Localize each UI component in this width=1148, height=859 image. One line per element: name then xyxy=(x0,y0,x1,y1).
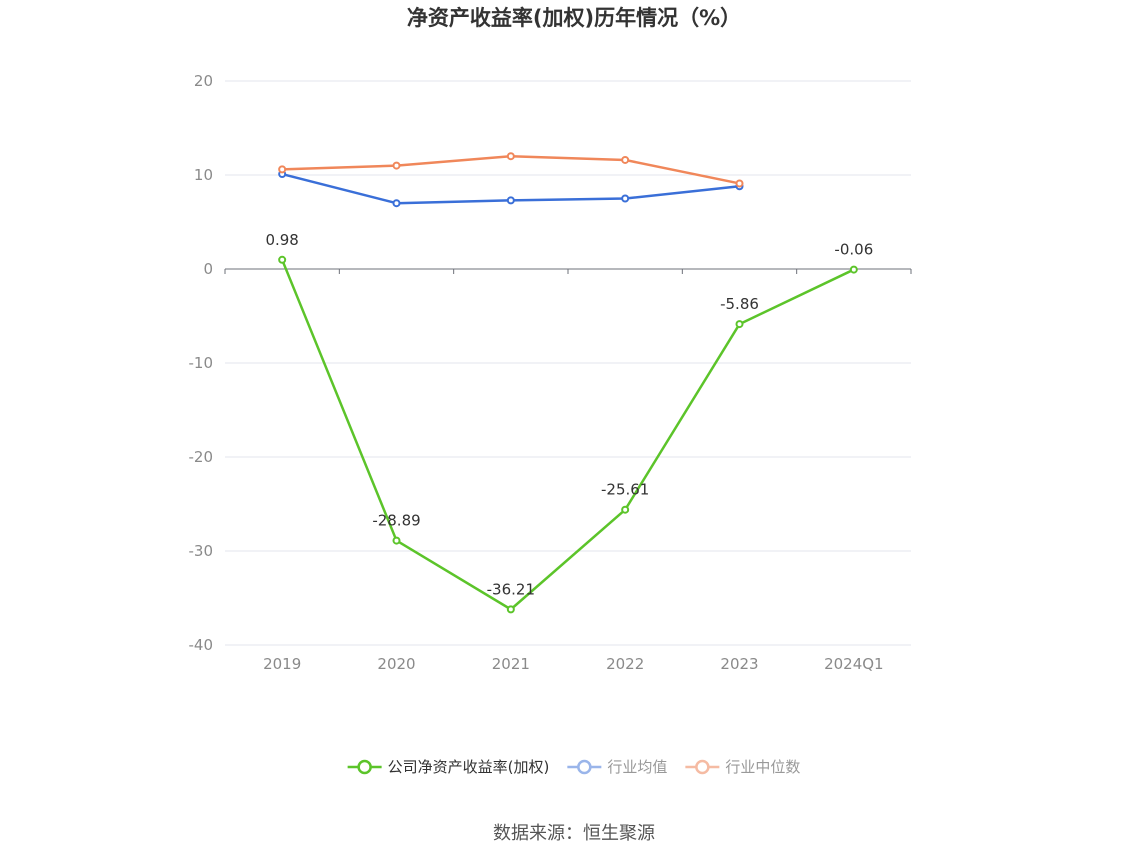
y-tick-label: -10 xyxy=(189,354,214,372)
x-tick-label: 2020 xyxy=(377,655,415,673)
data-point xyxy=(278,165,287,174)
data-point xyxy=(621,505,630,514)
x-tick-label: 2019 xyxy=(263,655,301,673)
data-labels: 0.98 -28.89 -36.21 -25.61 -5.86 -0.06 xyxy=(265,231,873,599)
data-point xyxy=(506,152,515,161)
x-tick-label: 2021 xyxy=(492,655,530,673)
data-point xyxy=(621,194,630,203)
data-label: -36.21 xyxy=(487,580,535,598)
data-label: -0.06 xyxy=(834,241,873,259)
series xyxy=(278,152,858,614)
y-tick-label: 20 xyxy=(194,72,213,90)
legend-label: 公司净资产收益率(加权) xyxy=(388,758,550,776)
y-tick-label: 0 xyxy=(203,260,213,278)
series-line xyxy=(281,259,855,611)
legend-marker xyxy=(695,759,710,775)
data-point xyxy=(735,320,744,329)
data-label: 0.98 xyxy=(265,231,298,249)
data-point xyxy=(278,255,287,264)
data-label: -28.89 xyxy=(372,512,420,530)
legend-marker xyxy=(357,759,372,775)
data-point xyxy=(621,155,630,164)
data-source: 数据来源：恒生聚源 xyxy=(493,823,655,844)
y-tick-label: -20 xyxy=(189,448,214,466)
legend-label: 行业中位数 xyxy=(725,758,800,776)
y-tick-label: -40 xyxy=(189,636,214,654)
y-tick-label: -30 xyxy=(189,542,214,560)
chart-title: 净资产收益率(加权)历年情况（%） xyxy=(407,6,741,30)
data-label: -5.86 xyxy=(720,295,759,313)
x-tick-label: 2023 xyxy=(720,655,758,673)
data-point xyxy=(392,161,401,170)
data-point xyxy=(506,605,515,614)
series-line xyxy=(282,154,740,185)
data-point xyxy=(849,265,858,274)
legend: 公司净资产收益率(加权) 行业均值 行业中位数 xyxy=(347,758,800,776)
grid xyxy=(225,80,911,646)
data-point xyxy=(506,196,515,205)
data-point xyxy=(392,199,401,208)
x-tick-label: 2022 xyxy=(606,655,644,673)
data-point xyxy=(735,179,744,188)
x-tick-label: 2024Q1 xyxy=(824,655,884,673)
data-label: -25.61 xyxy=(601,481,649,499)
legend-label: 行业均值 xyxy=(607,758,667,776)
data-point xyxy=(392,536,401,545)
axes: 20 10 0 -10 -20 -30 -40 2019 2020 2021 2022 2023 202… xyxy=(189,72,912,673)
legend-marker xyxy=(577,759,592,775)
y-tick-label: 10 xyxy=(194,166,213,184)
